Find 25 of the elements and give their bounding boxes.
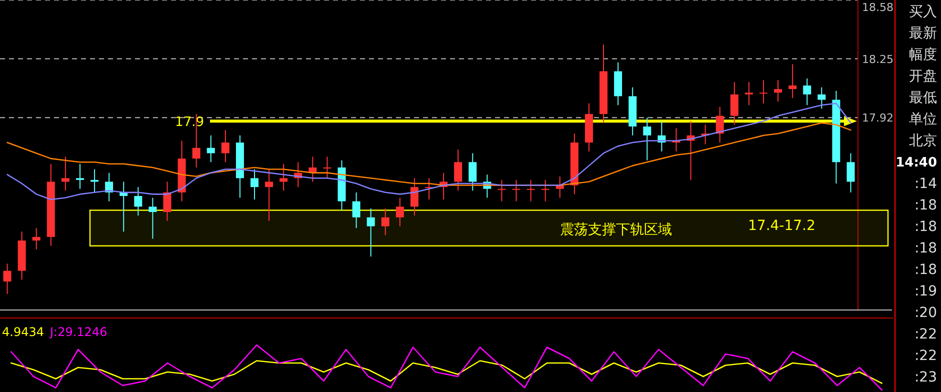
text: 4.9434: [2, 325, 44, 339]
text: :18: [914, 240, 937, 256]
text: 北京: [909, 133, 937, 149]
text: 买入: [909, 4, 937, 20]
y-tick-label: 18.58: [862, 1, 894, 14]
text: 开盘: [909, 68, 937, 84]
text: :23: [914, 370, 937, 386]
text: :14: [914, 176, 938, 192]
y-tick-label: 18.25: [862, 52, 894, 66]
text: 14:40: [896, 156, 937, 170]
annotation: 17.4-17.2: [748, 218, 816, 234]
text: 最低: [909, 90, 937, 106]
text: :18: [914, 262, 937, 278]
text: :22: [914, 326, 937, 342]
y-tick-label: 17.92: [862, 112, 894, 125]
text: 最新: [909, 26, 937, 42]
series-label: J:29.1246: [49, 325, 108, 339]
text: :20: [914, 305, 937, 321]
text: :18: [914, 219, 937, 235]
text: :22: [914, 348, 937, 364]
text: 幅度: [909, 47, 937, 63]
text: :19: [914, 284, 937, 300]
band-label: 震荡支撑下轨区域: [560, 222, 672, 238]
text: 单位: [909, 112, 937, 128]
text: :18: [914, 198, 937, 214]
